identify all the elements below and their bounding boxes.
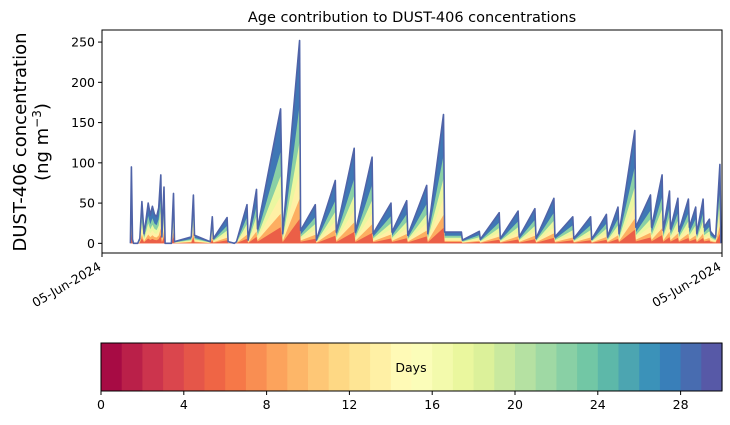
colorbar-tick-label: 4 [180,397,188,412]
colorbar-bin [473,343,495,391]
colorbar-bin [328,343,350,391]
colorbar-bin [515,343,537,391]
colorbar-bin [245,343,268,391]
series-line-group [129,39,722,245]
y-axis-unit-close: ) [32,103,53,110]
y-axis-label-line1: DUST-406 concentration [10,32,31,251]
colorbar-tick-label: 28 [673,397,689,412]
series-line [129,39,722,245]
colorbar-tick-label: 8 [263,397,271,412]
chart-title: Age contribution to DUST-406 concentrati… [248,10,576,26]
y-axis-unit-exponent: −3 [30,110,44,128]
colorbar-tick-label: 24 [590,397,606,412]
colorbar-bin [225,343,247,391]
colorbar-bin [349,343,371,391]
colorbar-bin [680,343,702,391]
colorbar-bin [639,343,661,391]
colorbar-bin [142,343,164,391]
colorbar [101,343,723,391]
colorbar-tick-label: 0 [97,397,105,412]
colorbar-bin [101,343,123,391]
colorbar-bin [390,343,413,391]
age-band-0 [130,219,721,244]
colorbar-bin [535,343,557,391]
colorbar-bin [183,343,206,391]
y-axis-ticks: 0 50 100 150 200 250 [71,35,102,251]
colorbar-label: Days [395,360,426,375]
y-tick-label: 100 [71,155,95,170]
colorbar-bin [163,343,185,391]
colorbar-bin [452,343,475,391]
age-bands [130,40,721,244]
y-tick-label: 150 [71,115,95,130]
plot-frame [101,29,723,254]
colorbar-bin [370,343,392,391]
x-axis-ticks: 05-Jun-2024 05-Jun-2024 [29,253,724,310]
colorbar-tick-label: 16 [424,397,440,412]
colorbar-bin [494,343,516,391]
colorbar-bin [204,343,226,391]
colorbar-bin [577,343,599,391]
colorbar-tick-label: 12 [341,397,357,412]
colorbar-bin [701,343,723,391]
colorbar-bin [121,343,143,391]
colorbar-bin [659,343,682,391]
y-tick-label: 250 [71,35,95,50]
y-tick-label: 50 [79,196,95,211]
colorbar-bin [618,343,640,391]
colorbar-bin [308,343,330,391]
colorbar-bin [411,343,433,391]
y-axis-label: DUST-406 concentration (ng m−3) [10,32,53,251]
colorbar-bin [266,343,288,391]
y-axis-unit: (ng m [32,128,53,181]
colorbar-bin [432,343,454,391]
colorbar-ticks: 0 4 8 12 16 20 24 28 [97,391,689,412]
colorbar-tick-label: 20 [507,397,523,412]
colorbar-bin [597,343,620,391]
y-tick-label: 200 [71,75,95,90]
colorbar-frame [100,342,723,392]
x-tick-label: 05-Jun-2024 [649,259,723,310]
x-tick-label: 05-Jun-2024 [29,259,103,310]
y-tick-label: 0 [87,236,95,251]
y-axis-label-line2: (ng m−3) [30,103,53,181]
colorbar-bin [287,343,309,391]
colorbar-bin [556,343,578,391]
